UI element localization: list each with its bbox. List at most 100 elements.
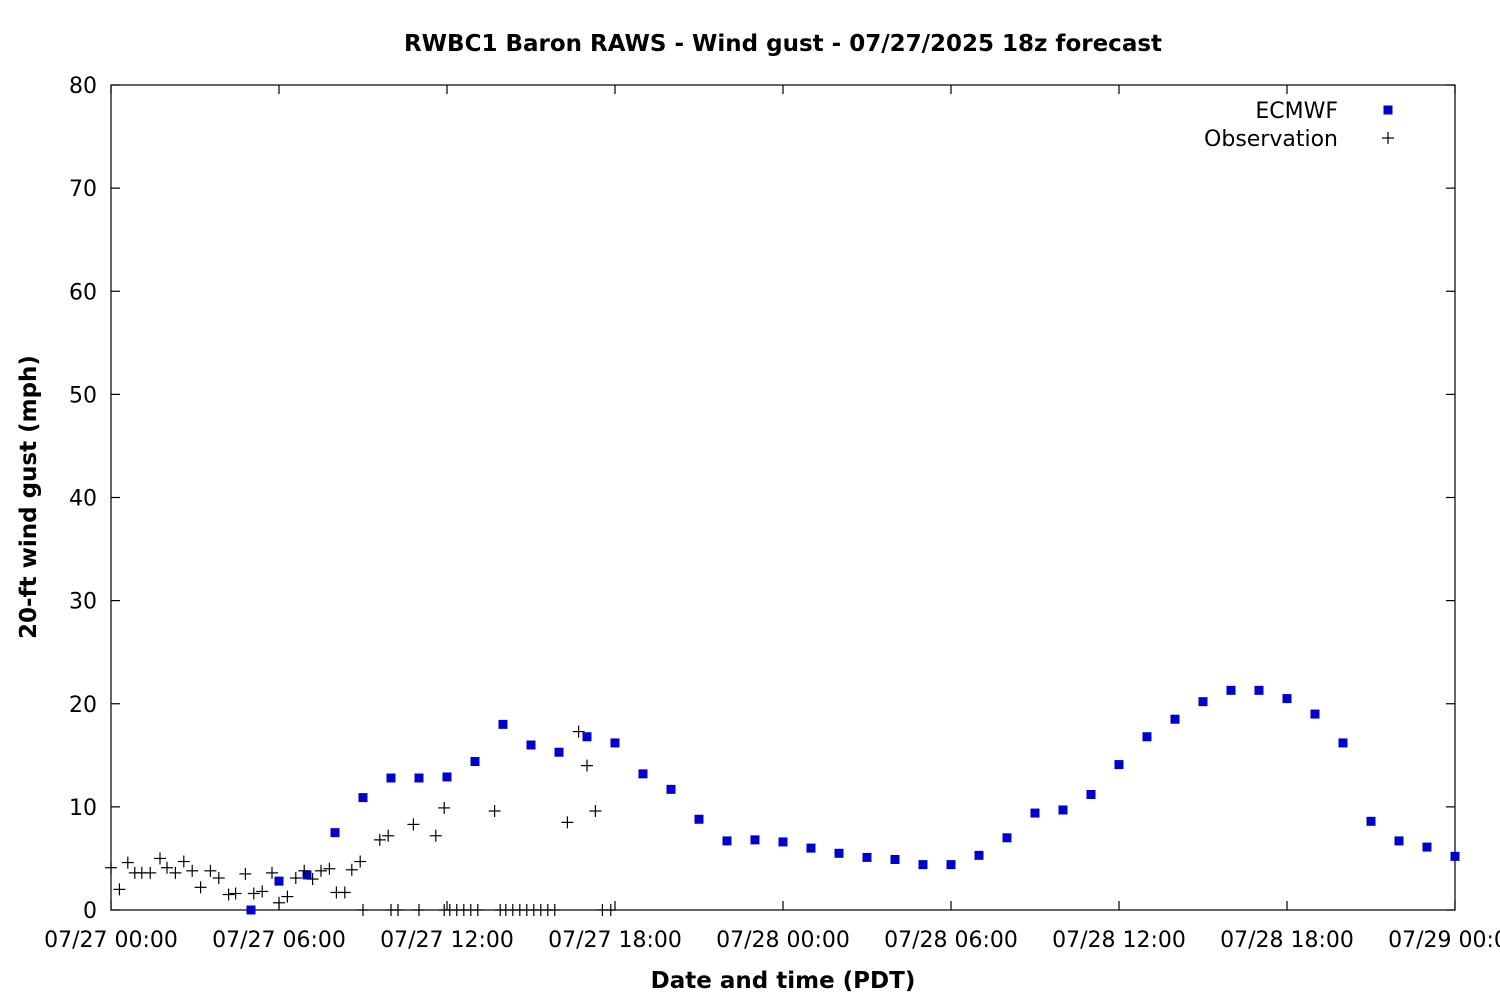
ecmwf-point — [470, 757, 480, 766]
observation-point — [161, 861, 173, 874]
y-tick-label: 30 — [69, 590, 97, 615]
ecmwf-point — [610, 738, 620, 748]
observation-point — [266, 866, 278, 879]
ecmwf-point — [302, 870, 312, 880]
observation-point — [289, 872, 302, 885]
x-tick-label: 07/28 18:00 — [1220, 928, 1354, 953]
observation-point — [345, 863, 358, 876]
observation-point — [357, 904, 369, 916]
ecmwf-point — [750, 835, 760, 845]
ecmwf-point — [890, 854, 900, 864]
ecmwf-point — [1310, 709, 1320, 719]
ecmwf-point — [778, 837, 788, 847]
ecmwf-point — [442, 772, 452, 782]
observation-point — [194, 881, 207, 894]
legend-label: ECMWF — [1255, 99, 1338, 124]
observation-point — [177, 855, 190, 868]
observation-point — [186, 864, 199, 877]
x-tick-label: 07/29 00:00 — [1388, 928, 1500, 953]
observation-point — [382, 829, 395, 842]
observation-point — [212, 872, 225, 885]
x-tick-label: 07/27 12:00 — [380, 928, 514, 953]
ecmwf-point — [498, 719, 508, 729]
ecmwf-point — [1422, 842, 1432, 852]
y-tick-label: 20 — [69, 693, 97, 718]
ecmwf-point — [526, 740, 536, 750]
ecmwf-point — [722, 836, 732, 846]
ecmwf-point — [638, 769, 648, 779]
observation-point — [561, 816, 574, 829]
ecmwf-point — [1086, 790, 1096, 799]
observation-point — [144, 866, 157, 879]
observation-point — [438, 801, 451, 814]
ecmwf-point — [1450, 851, 1460, 861]
ecmwf-point — [1254, 685, 1264, 695]
observation-point — [488, 805, 501, 817]
ecmwf-point — [1002, 833, 1012, 843]
observation-point — [407, 818, 420, 831]
ecmwf-point — [666, 784, 676, 794]
ecmwf-point — [834, 848, 844, 858]
ecmwf-point — [918, 860, 928, 870]
x-tick-label: 07/28 12:00 — [1052, 928, 1186, 953]
series-layer — [105, 685, 1460, 916]
x-tick-label: 07/28 00:00 — [716, 928, 850, 953]
ecmwf-point — [386, 773, 396, 783]
ecmwf-point — [1394, 836, 1404, 846]
y-tick-label: 40 — [69, 487, 97, 512]
observation-point — [229, 887, 242, 900]
observation-point — [315, 864, 327, 877]
legend: ECMWF Observation — [1204, 99, 1394, 152]
observation-point — [354, 855, 367, 868]
ecmwf-point — [1170, 714, 1180, 724]
ecmwf-point — [274, 876, 284, 886]
observation-point — [298, 864, 311, 877]
y-tick-label: 60 — [69, 280, 97, 305]
observation-point — [113, 883, 126, 896]
ecmwf-point — [1366, 816, 1376, 826]
x-tick-label: 07/28 06:00 — [884, 928, 1018, 953]
observation-point — [572, 725, 585, 738]
ecmwf-point — [1058, 805, 1068, 815]
ecmwf-point — [1114, 760, 1124, 770]
observation-point — [604, 904, 617, 916]
ecmwf-point — [246, 905, 256, 915]
legend-marker-ecmwf — [1383, 105, 1393, 115]
plot-frame — [110, 84, 1456, 911]
observation-point — [373, 833, 386, 846]
ecmwf-point — [974, 850, 984, 860]
ecmwf-point — [554, 747, 564, 757]
y-axis-label: 20-ft wind gust (mph) — [16, 355, 42, 639]
legend-marker-observation — [1382, 132, 1394, 144]
ecmwf-point — [414, 773, 424, 783]
y-axis-ticks: 0 10 20 30 40 50 60 70 80 — [69, 74, 1455, 924]
observation-point — [413, 904, 425, 916]
observation-point — [323, 862, 336, 875]
ecmwf-point — [1338, 738, 1348, 748]
chart-title: RWBC1 Baron RAWS - Wind gust - 07/27/202… — [404, 31, 1162, 57]
observation-point — [392, 904, 404, 916]
observation-point — [105, 861, 117, 874]
ecmwf-point — [582, 732, 592, 742]
ecmwf-point — [946, 860, 956, 870]
ecmwf-point — [330, 828, 340, 838]
observation-point — [281, 890, 294, 903]
y-tick-label: 80 — [69, 74, 97, 99]
observation-point — [204, 864, 217, 877]
observation-point — [306, 873, 319, 886]
observation-point — [581, 759, 593, 772]
legend-label: Observation — [1204, 127, 1338, 152]
observation-point — [247, 887, 260, 900]
observation-point — [589, 805, 602, 817]
observation-point — [121, 856, 134, 869]
ecmwf-point — [1142, 732, 1152, 742]
y-tick-label: 50 — [69, 383, 97, 408]
y-tick-label: 0 — [83, 899, 97, 924]
x-tick-label: 07/27 06:00 — [212, 928, 346, 953]
observation-point — [256, 885, 269, 898]
ecmwf-point — [1282, 694, 1292, 704]
observation-point — [471, 904, 484, 916]
ecmwf-point — [806, 843, 816, 853]
